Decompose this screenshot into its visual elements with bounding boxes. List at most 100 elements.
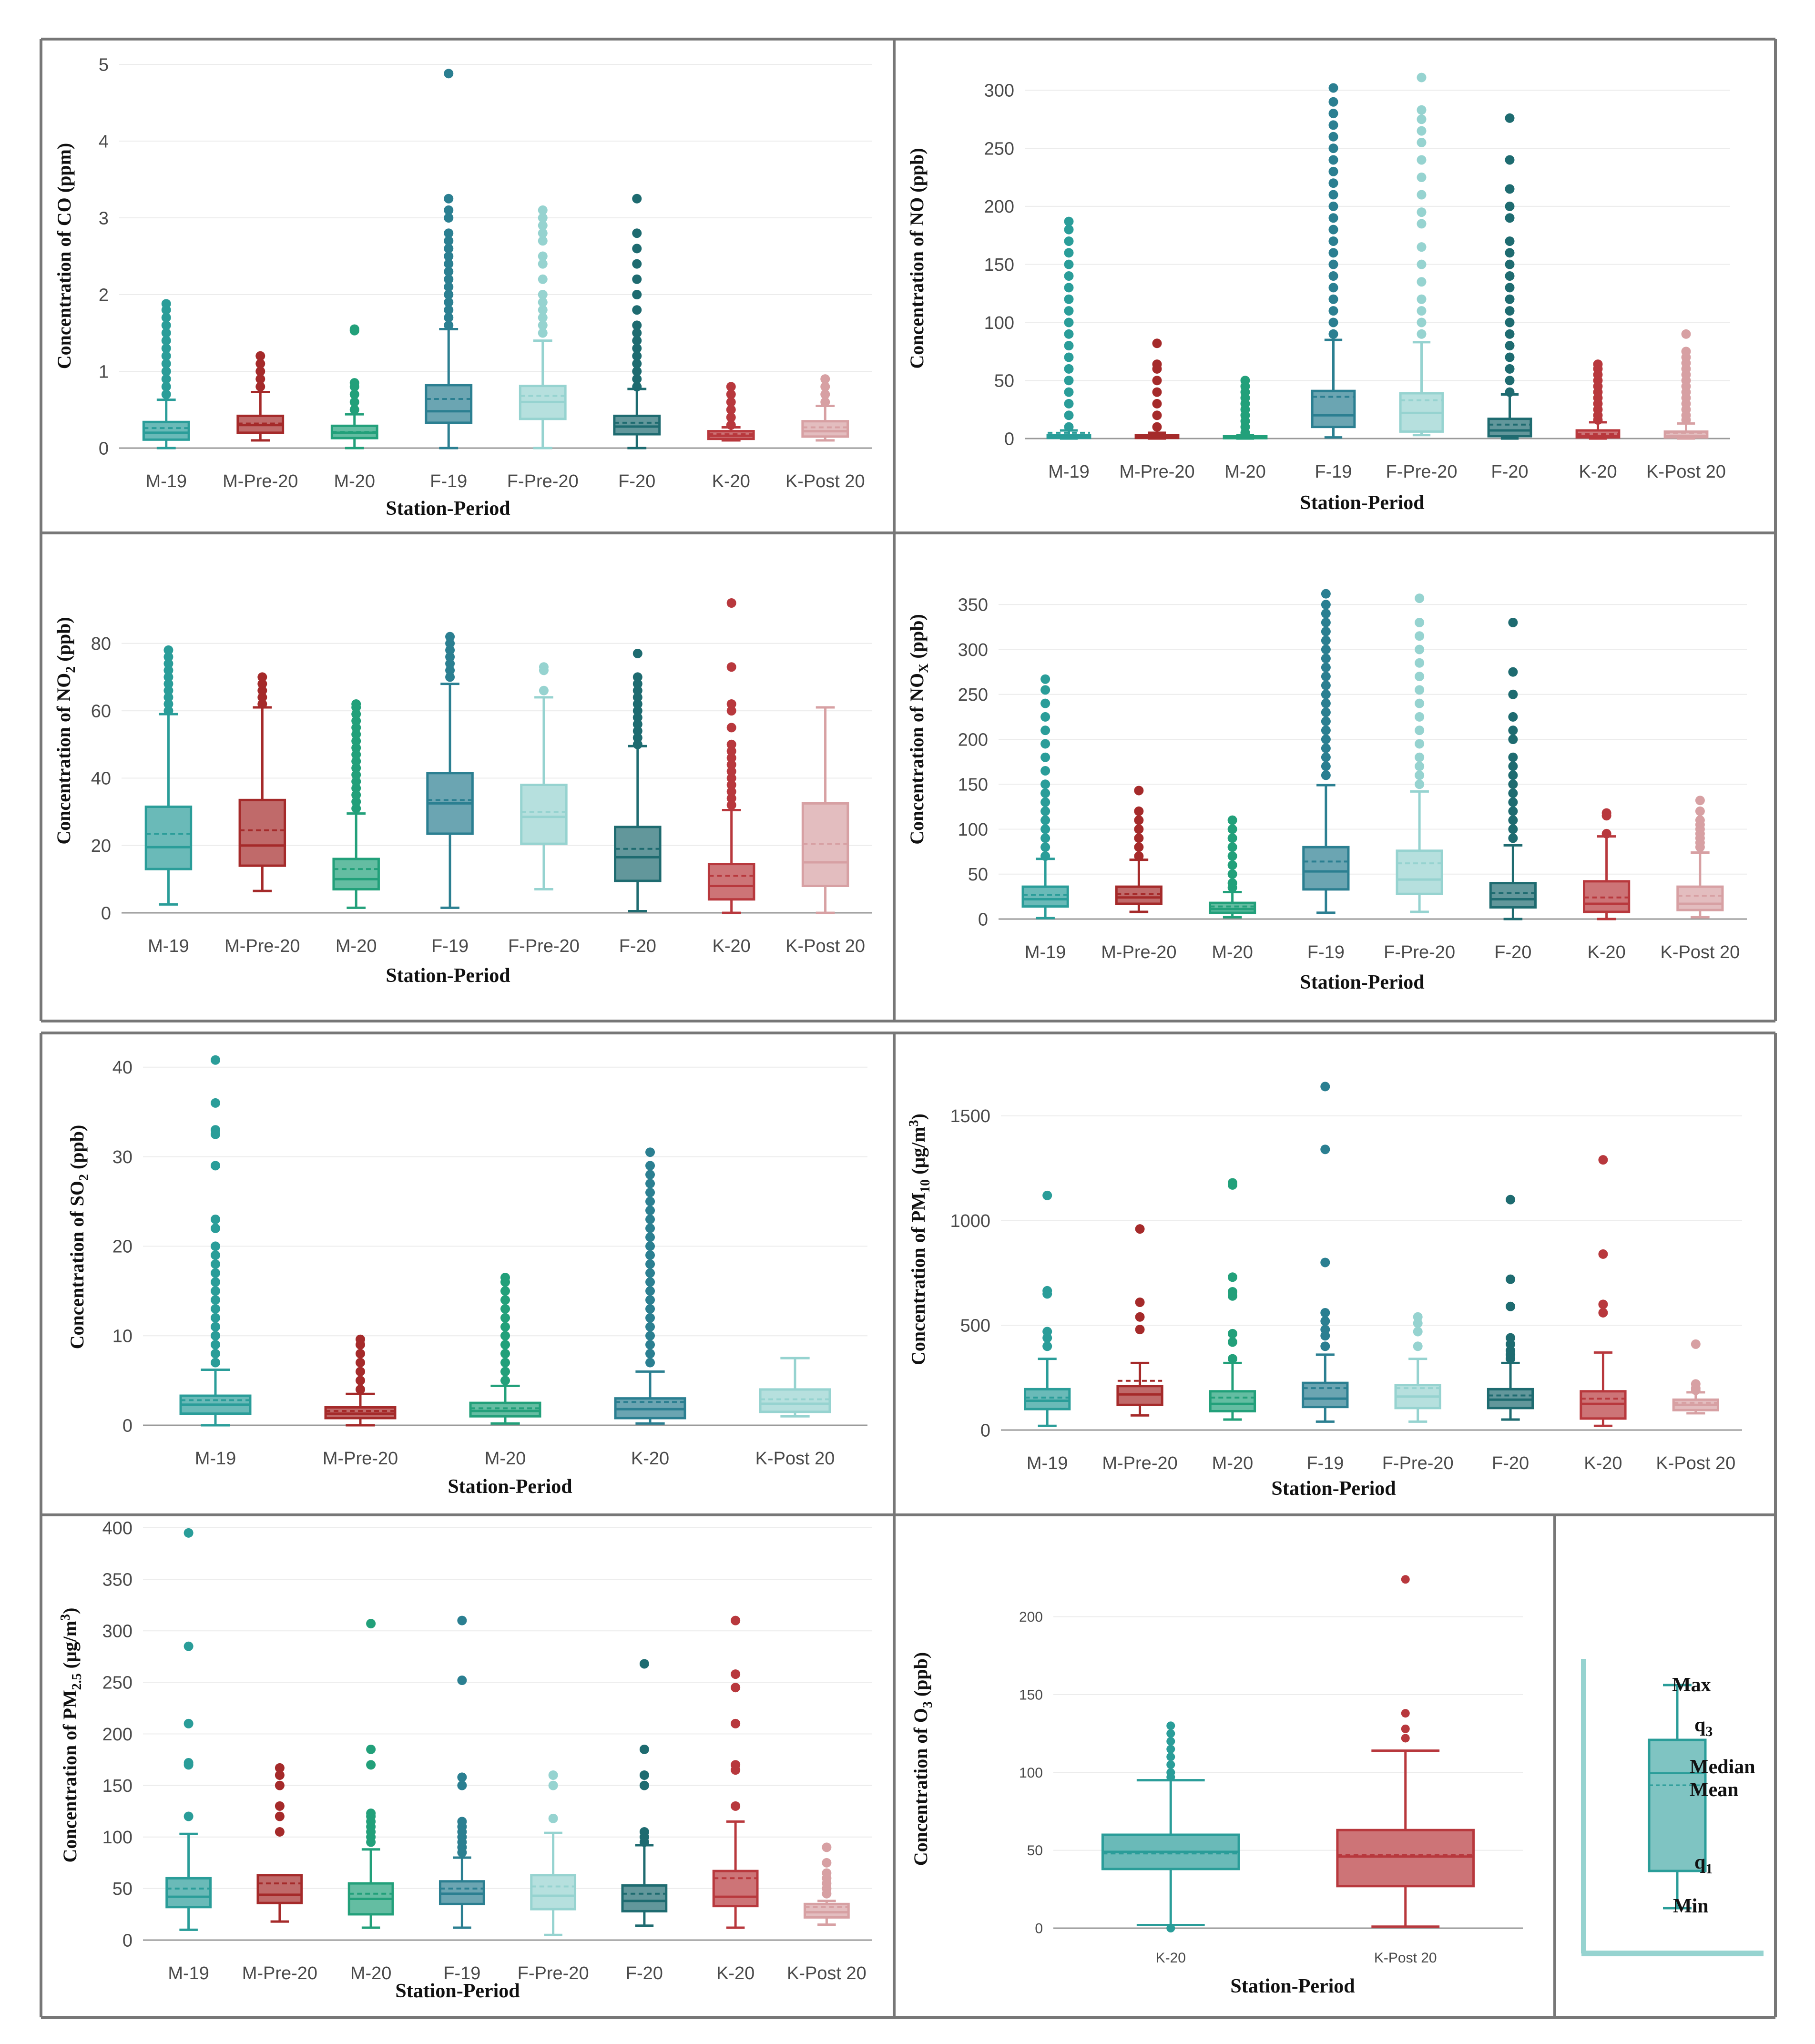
outlier-point bbox=[548, 1770, 558, 1780]
outlier-point bbox=[1064, 225, 1074, 235]
outlier-point bbox=[1415, 658, 1425, 668]
outlier-point bbox=[1505, 329, 1515, 339]
outlier-point bbox=[1227, 1287, 1237, 1297]
x-tick-label: F-Pre-20 bbox=[508, 936, 580, 956]
outlier-point bbox=[444, 69, 454, 79]
outlier-point bbox=[820, 382, 830, 392]
outlier-point bbox=[351, 763, 361, 773]
outlier-point bbox=[1691, 1379, 1701, 1389]
y-tick-label: 200 bbox=[984, 197, 1014, 217]
y-tick-label: 3 bbox=[99, 208, 109, 228]
outlier-point bbox=[632, 194, 642, 204]
box-nox-4 bbox=[1396, 593, 1443, 913]
outlier-point bbox=[539, 662, 549, 672]
outlier-point bbox=[255, 382, 265, 392]
x-tick-label: F-19 bbox=[1315, 462, 1352, 482]
y-tick-label: 50 bbox=[112, 1879, 133, 1899]
outlier-point bbox=[211, 1322, 220, 1332]
y-tick-label: 100 bbox=[1019, 1765, 1043, 1781]
outlier-point bbox=[184, 1641, 194, 1651]
outlier-point bbox=[1505, 352, 1515, 362]
box-no2-4 bbox=[520, 662, 568, 891]
outlier-point bbox=[1040, 851, 1050, 861]
outlier-point bbox=[1040, 726, 1050, 736]
outlier-point bbox=[1321, 716, 1331, 726]
outlier-point bbox=[1328, 306, 1338, 316]
outlier-point bbox=[645, 1196, 655, 1206]
y-tick-label: 200 bbox=[958, 730, 988, 750]
box-no-1 bbox=[1134, 338, 1180, 440]
outlier-point bbox=[1508, 667, 1518, 677]
outlier-point bbox=[1508, 761, 1518, 771]
x-tick-label: M-Pre-20 bbox=[1101, 942, 1176, 962]
outlier-point bbox=[1417, 190, 1427, 200]
outlier-point bbox=[366, 1809, 376, 1819]
outlier-point bbox=[457, 1615, 467, 1625]
y-tick-label: 250 bbox=[958, 685, 988, 705]
outlier-point bbox=[1064, 271, 1074, 281]
outlier-point bbox=[645, 1349, 655, 1359]
x-tick-label: F-Pre-20 bbox=[518, 1963, 589, 1983]
chart-o3: 0 50 100 150 200 K-20 K-Post 20 Station-Period C… bbox=[910, 1575, 1523, 1997]
box-no-7 bbox=[1663, 329, 1709, 440]
outlier-point bbox=[275, 1780, 285, 1790]
y-axis-label: Concentration of NO2 (ppb) bbox=[53, 617, 78, 844]
outlier-point bbox=[1505, 317, 1515, 327]
outlier-point bbox=[1417, 219, 1427, 229]
outlier-point bbox=[1328, 83, 1338, 93]
y-axis-label: Concentration of CO (ppm) bbox=[53, 143, 75, 369]
outlier-point bbox=[444, 266, 454, 276]
outlier-point bbox=[351, 736, 361, 746]
box-so2-1 bbox=[324, 1334, 397, 1427]
outlier-point bbox=[500, 1273, 510, 1283]
box-co-6 bbox=[707, 382, 755, 442]
outlier-point bbox=[356, 1358, 365, 1368]
y-tick-label: 20 bbox=[91, 836, 111, 856]
box-pm25-0 bbox=[165, 1528, 212, 1931]
y-tick-label: 150 bbox=[1019, 1687, 1043, 1703]
x-tick-label: M-Pre-20 bbox=[224, 936, 300, 956]
x-tick-label: M-19 bbox=[1048, 462, 1090, 482]
outlier-point bbox=[1321, 761, 1331, 771]
outlier-point bbox=[726, 739, 736, 749]
outlier-point bbox=[351, 723, 361, 733]
y-axis-label: Concentration of PM10 (μg/m3) bbox=[907, 1114, 933, 1365]
chart-pm25: 0 50 100 150 200 250 300 350 400 M-19 M-Pre-20 M-20… bbox=[58, 1518, 872, 2002]
outlier-point bbox=[632, 739, 642, 749]
outlier-point bbox=[538, 236, 548, 246]
outlier-point bbox=[1505, 387, 1515, 397]
outlier-point bbox=[1135, 1325, 1145, 1335]
outlier-point bbox=[1417, 173, 1427, 183]
box-no-4 bbox=[1399, 72, 1444, 437]
outlier-point bbox=[211, 1277, 220, 1287]
outlier-point bbox=[257, 685, 267, 695]
outlier-point bbox=[1328, 225, 1338, 235]
outlier-point bbox=[538, 259, 548, 269]
y-tick-label: 4 bbox=[99, 132, 109, 152]
outlier-point bbox=[161, 299, 171, 309]
x-tick-label: F-19 bbox=[430, 471, 467, 491]
box-co-2 bbox=[330, 324, 378, 450]
outlier-point bbox=[211, 1055, 220, 1065]
outlier-point bbox=[1152, 399, 1162, 409]
outlier-point bbox=[538, 305, 548, 315]
outlier-point bbox=[366, 1760, 376, 1770]
outlier-point bbox=[726, 420, 736, 430]
outlier-point bbox=[538, 251, 548, 261]
y-tick-label: 5 bbox=[99, 55, 109, 75]
outlier-point bbox=[1320, 1325, 1330, 1335]
outlier-point bbox=[275, 1811, 285, 1821]
y-tick-label: 20 bbox=[112, 1237, 133, 1257]
outlier-point bbox=[444, 205, 454, 215]
x-tick-label: M-20 bbox=[1212, 1453, 1254, 1473]
outlier-point bbox=[632, 706, 642, 716]
box-co-3 bbox=[425, 69, 473, 450]
outlier-point bbox=[255, 367, 265, 376]
outlier-point bbox=[632, 648, 642, 658]
outlier-point bbox=[1508, 779, 1518, 789]
iqr-box bbox=[1302, 846, 1350, 891]
x-axis-label: Station-Period bbox=[448, 1476, 572, 1498]
y-axis-label: Concentration of PM2.5 (μg/m3) bbox=[58, 1608, 84, 1863]
outlier-point bbox=[1064, 236, 1074, 246]
outlier-point bbox=[731, 1683, 741, 1693]
